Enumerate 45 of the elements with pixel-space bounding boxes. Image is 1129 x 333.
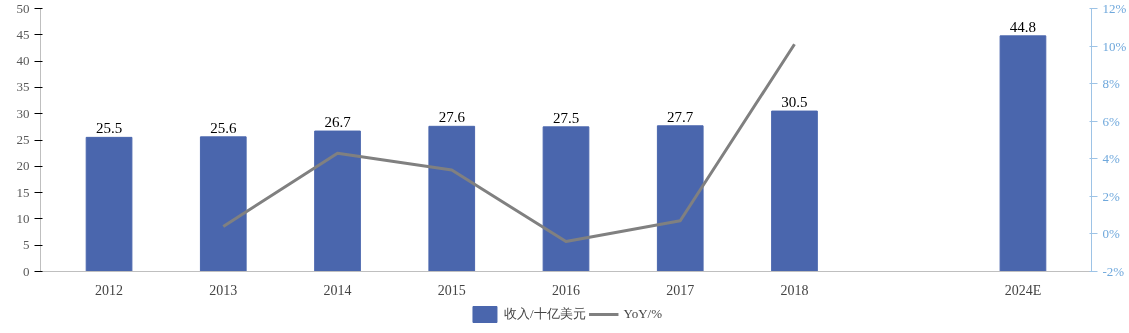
y-tick-label: 40: [16, 53, 30, 69]
x-tick-label: 2018: [780, 282, 809, 298]
bar: [85, 136, 133, 272]
x-tick-label: 2024E: [1004, 282, 1042, 298]
x-tick-label: 2014: [323, 282, 352, 298]
y-tick-label: 10: [16, 210, 30, 226]
y2-tick-label: 0%: [1102, 226, 1120, 242]
y2-tick-label: 8%: [1102, 76, 1120, 92]
y-tick-label: 50: [16, 0, 30, 16]
data-label: 30.5: [781, 94, 808, 111]
y2-tick-label: 4%: [1102, 151, 1120, 167]
y2-tick-label: 12%: [1102, 1, 1127, 16]
y-tick-label: 5: [23, 237, 30, 253]
data-label: 25.6: [210, 119, 237, 136]
x-tick-label: 2013: [209, 282, 238, 298]
y2-tick-label: 2%: [1102, 188, 1120, 204]
y-tick-label: 15: [16, 184, 30, 200]
x-tick-label: 2017: [666, 282, 695, 298]
bar: [314, 130, 361, 272]
y-tick-label: 20: [16, 158, 30, 174]
data-label: 44.8: [1009, 18, 1037, 35]
bar: [999, 35, 1047, 272]
y2-tick-label: -2%: [1102, 264, 1125, 279]
data-label: 26.7: [324, 114, 352, 131]
y2-tick-label: 10%: [1102, 38, 1127, 54]
data-label: 25.5: [95, 120, 123, 137]
y-tick-label: 35: [16, 79, 30, 95]
legend-label: 收入/十亿美元: [503, 305, 586, 323]
legend-label: YoY/%: [623, 306, 663, 322]
x-tick-label: 2012: [95, 282, 124, 298]
bar: [428, 125, 476, 272]
y-tick-label: 30: [16, 105, 30, 121]
y-tick-label: 45: [16, 26, 30, 42]
data-label: 27.5: [552, 109, 580, 126]
bar: [771, 110, 818, 272]
data-label: 27.7: [667, 108, 694, 125]
bar: [656, 125, 704, 272]
bar: [199, 136, 247, 272]
x-tick-label: 2015: [437, 282, 466, 298]
x-tick-label: 2016: [552, 282, 580, 298]
y-tick-label: 25: [16, 132, 30, 147]
y2-tick-label: 6%: [1102, 113, 1120, 129]
bar: [542, 126, 590, 272]
y-tick-label: 0: [23, 263, 30, 279]
data-label: 27.6: [438, 109, 466, 126]
